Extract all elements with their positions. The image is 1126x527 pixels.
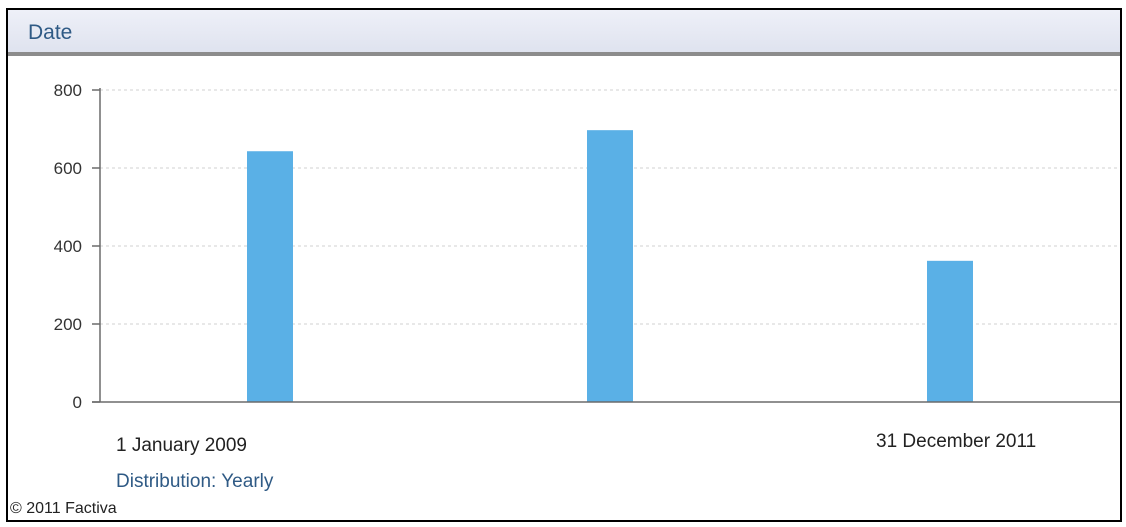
panel-header: Date	[8, 10, 1120, 56]
y-tick-label-600: 600	[54, 159, 82, 178]
y-tick-label-800: 800	[54, 81, 82, 100]
y-tick-label-400: 400	[54, 237, 82, 256]
y-tick-label-200: 200	[54, 315, 82, 334]
distribution-link[interactable]: Distribution: Yearly	[116, 471, 274, 492]
y-tick-label-0: 0	[73, 393, 82, 412]
bar-2009	[247, 151, 293, 402]
bar-2010	[587, 130, 633, 403]
chart-panel: Date 0 200 400 600 800 1 January 2009 31 Dec…	[6, 8, 1122, 522]
bar-2011	[927, 260, 973, 402]
panel-title: Date	[28, 21, 73, 44]
copyright-notice: © 2011 Factiva	[10, 500, 117, 517]
range-start-label: 1 January 2009	[116, 435, 247, 456]
date-distribution-chart: 0 200 400 600 800	[54, 81, 1120, 412]
range-end-label: 31 December 2011	[876, 431, 1037, 452]
